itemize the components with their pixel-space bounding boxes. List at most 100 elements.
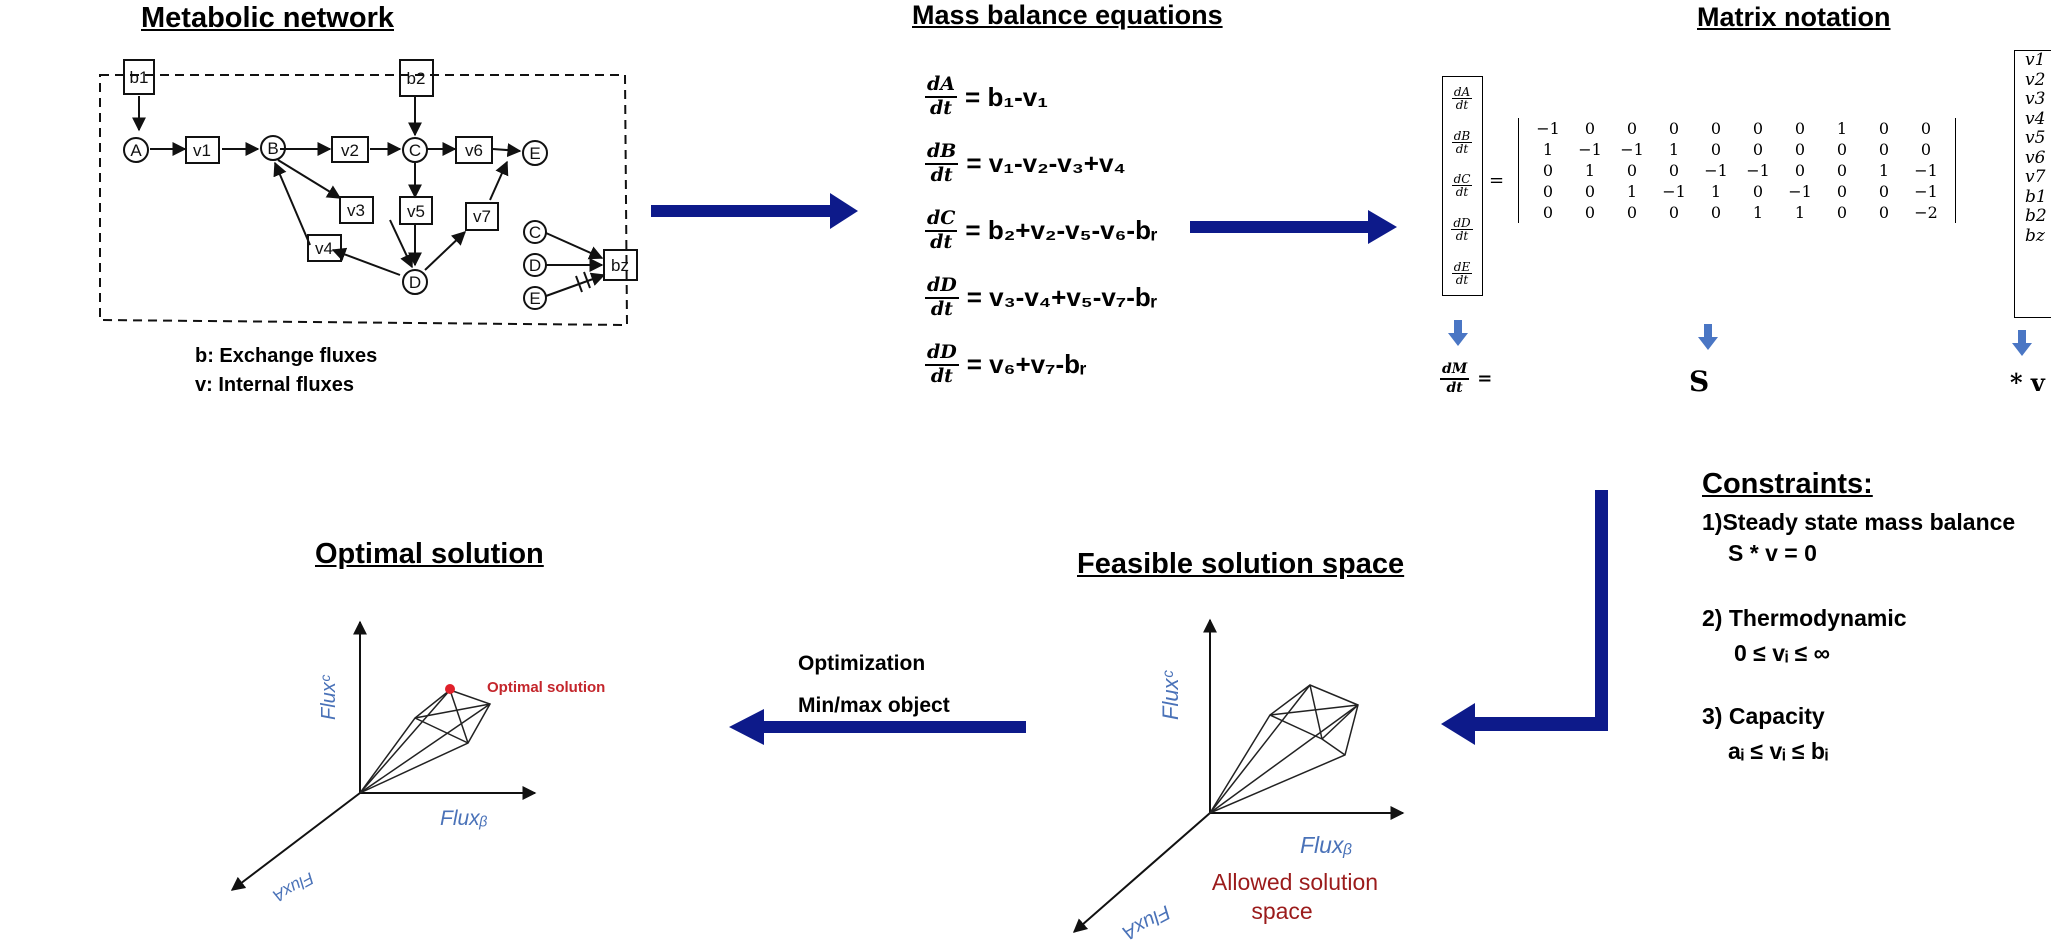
optimization-label: Optimization — [798, 652, 926, 675]
arrow-equations-to-matrix — [1190, 210, 1397, 244]
s-symbol: S — [1689, 365, 1710, 398]
eq-rhs: = v₆+v₇-bᵣ — [966, 349, 1087, 379]
eq-rhs: = b₁-v₁ — [965, 81, 1048, 112]
eq-rhs: = b₂+v₂-v₅-v₆-bᵣ — [965, 215, 1158, 245]
equations-block: dA dt = b₁-v₁ dB dt = v₁-v₂-v₃+v₄ dC dt = b… — [925, 64, 1158, 398]
derivative-vector-right-bracket — [1476, 76, 1483, 296]
metabolic-network-diagram: A B C D E C D E b1 b2 v1 v2 v3 v4 v5 v6 … — [99, 59, 638, 327]
matrix-row: 1 −1 −1 1 0 0 0 0 0 0 — [1542, 140, 1932, 159]
equation-row: dD dt = v₃-v₄+v₅-v₇-bᵣ — [925, 264, 1158, 331]
metabolite-e-exchange: E — [529, 289, 540, 308]
eq-den: dt — [929, 97, 953, 119]
deriv-item: dC dt — [1451, 172, 1473, 200]
flux-vector: v1 v2 v3 v4 v5 v6 v7 b1 b2 bz — [2014, 50, 2051, 318]
matrix-title: Matrix notation — [1697, 2, 1891, 32]
down-arrow-icon — [1448, 320, 1468, 346]
deriv-item: dB dt — [1451, 128, 1473, 156]
constraint-1-expr: S * v = 0 — [1728, 540, 1817, 566]
flux-vector-item: v1 — [2025, 50, 2046, 70]
eq-rhs: = v₃-v₄+v₅-v₇-bᵣ — [966, 282, 1158, 312]
constraint-1-title: 1)Steady state mass balance — [1702, 509, 2016, 535]
constraint-2-expr: 0 ≤ vᵢ ≤ ∞ — [1734, 640, 1831, 666]
deriv-item: dE dt — [1451, 259, 1473, 287]
network-boundary — [99, 74, 629, 327]
min-max-label: Min/max object — [798, 694, 950, 717]
deriv-item: dD dt — [1451, 216, 1473, 244]
optimal-title: Optimal solution — [315, 538, 544, 570]
eq-num: dA — [925, 74, 958, 98]
metabolite-e: E — [529, 144, 540, 163]
matrix-row: 0 0 1 −1 1 0 −1 0 0 −1 — [1542, 182, 1938, 201]
matrix-row: −1 0 0 0 0 0 0 1 0 0 — [1536, 119, 1932, 138]
flux-c-label: Fluxᶜ — [318, 674, 340, 720]
dm-num: dM — [1440, 362, 1470, 380]
flux-vector-item: b1 — [2025, 186, 2047, 207]
feasible-solution-plot: Fluxᶜ Fluxᵦ FluxA Allowed solution space — [1072, 618, 1405, 942]
dm-den: dt — [1446, 379, 1463, 396]
flux-vector-item: v3 — [2025, 89, 2046, 109]
node-v5: v5 — [407, 202, 425, 221]
flux-vector-item: b2 — [2025, 206, 2047, 226]
legend-exchange-fluxes: b: Exchange fluxes — [195, 345, 378, 367]
equation-row: dA dt = b₁-v₁ — [925, 64, 1158, 130]
derivative-vector: dA dt dB dt dC dt dD dt dE dt — [1442, 76, 1481, 296]
node-v6: v6 — [465, 141, 483, 160]
feasible-flux-b-label: Fluxᵦ — [1300, 832, 1353, 858]
eq-den: dt — [930, 297, 953, 320]
node-v4: v4 — [315, 239, 333, 258]
flux-vector-item: bz — [2025, 225, 2045, 246]
eq-rhs: = v₁-v₂-v₃+v₄ — [966, 148, 1126, 178]
allowed-space-line1: Allowed solution — [1212, 869, 1378, 895]
flux-vector-item: v6 — [2025, 147, 2046, 168]
eq-den: dt — [930, 163, 953, 186]
optimal-solution-plot: Optimal solution Fluxᶜ Fluxᵦ FluxA — [230, 620, 605, 906]
constraints-title: Constraints: — [1702, 468, 1873, 500]
mass-balance-title: Mass balance equations — [912, 0, 1223, 30]
feasible-flux-c-label: Fluxᶜ — [1158, 669, 1183, 720]
dm-dt-term: dM dt = — [1440, 362, 1492, 395]
node-v2: v2 — [341, 141, 359, 160]
optimal-point-label: Optimal solution — [487, 679, 605, 696]
flux-vector-item: v5 — [2025, 128, 2046, 148]
flux-a-label: FluxA — [270, 868, 317, 905]
stoichiometric-matrix: −1 0 0 0 0 0 0 1 0 0 1 −1 −1 1 0 0 0 0 0 0 0 1 0 0 −1 −1 0 0 1 −1 0… — [1518, 118, 1956, 223]
constraint-3-expr: aᵢ ≤ vᵢ ≤ bᵢ — [1728, 738, 1829, 764]
eq-den: dt — [930, 230, 953, 253]
constraint-2-title: 2) Thermodynamic — [1702, 605, 1907, 631]
matrix-row: 0 1 0 0 −1 −1 0 0 1 −1 — [1542, 161, 1938, 180]
matrix-equals: = — [1489, 170, 1505, 191]
equation-row: dB dt = v₁-v₂-v₃+v₄ — [925, 130, 1158, 197]
node-b2: b2 — [407, 69, 426, 88]
flux-vector-item: v4 — [2025, 108, 2046, 129]
node-v1: v1 — [193, 141, 211, 160]
eq-num: dC — [925, 208, 958, 232]
metabolite-c-exchange: C — [529, 223, 541, 242]
constraints-block: Constraints: 1)Steady state mass balance… — [1702, 468, 2015, 765]
deriv-item: dA dt — [1451, 85, 1473, 113]
arrow-matrix-to-feasible — [1441, 490, 1608, 745]
flux-b-label: Fluxᵦ — [440, 807, 488, 830]
flux-vector-item: v7 — [2025, 167, 2046, 187]
metabolite-c: C — [409, 141, 421, 160]
equation-row: dC dt = b₂+v₂-v₅-v₆-bᵣ — [925, 197, 1158, 264]
down-arrow-icon — [2012, 330, 2032, 356]
legend-internal-fluxes: v: Internal fluxes — [195, 374, 354, 396]
node-bz: bz — [611, 256, 629, 275]
eq-num: dD — [925, 342, 959, 366]
arrow-network-to-equations — [651, 193, 858, 229]
metabolite-a: A — [130, 141, 142, 160]
arrow-feasible-to-optimal — [729, 709, 1026, 745]
times-v-term: * v — [2010, 368, 2045, 397]
metabolite-d-exchange: D — [529, 256, 541, 275]
feasible-title: Feasible solution space — [1077, 548, 1405, 580]
node-v7: v7 — [473, 207, 491, 226]
equation-row: dD dt = v₆+v₇-bᵣ — [925, 331, 1158, 398]
node-v3: v3 — [347, 201, 365, 220]
optimal-point — [445, 684, 455, 694]
node-b1: b1 — [130, 68, 149, 87]
eq-num: dD — [925, 275, 959, 299]
network-title: Metabolic network — [141, 2, 394, 34]
eq-den: dt — [930, 364, 953, 387]
feasible-flux-a-label: FluxA — [1119, 901, 1174, 942]
